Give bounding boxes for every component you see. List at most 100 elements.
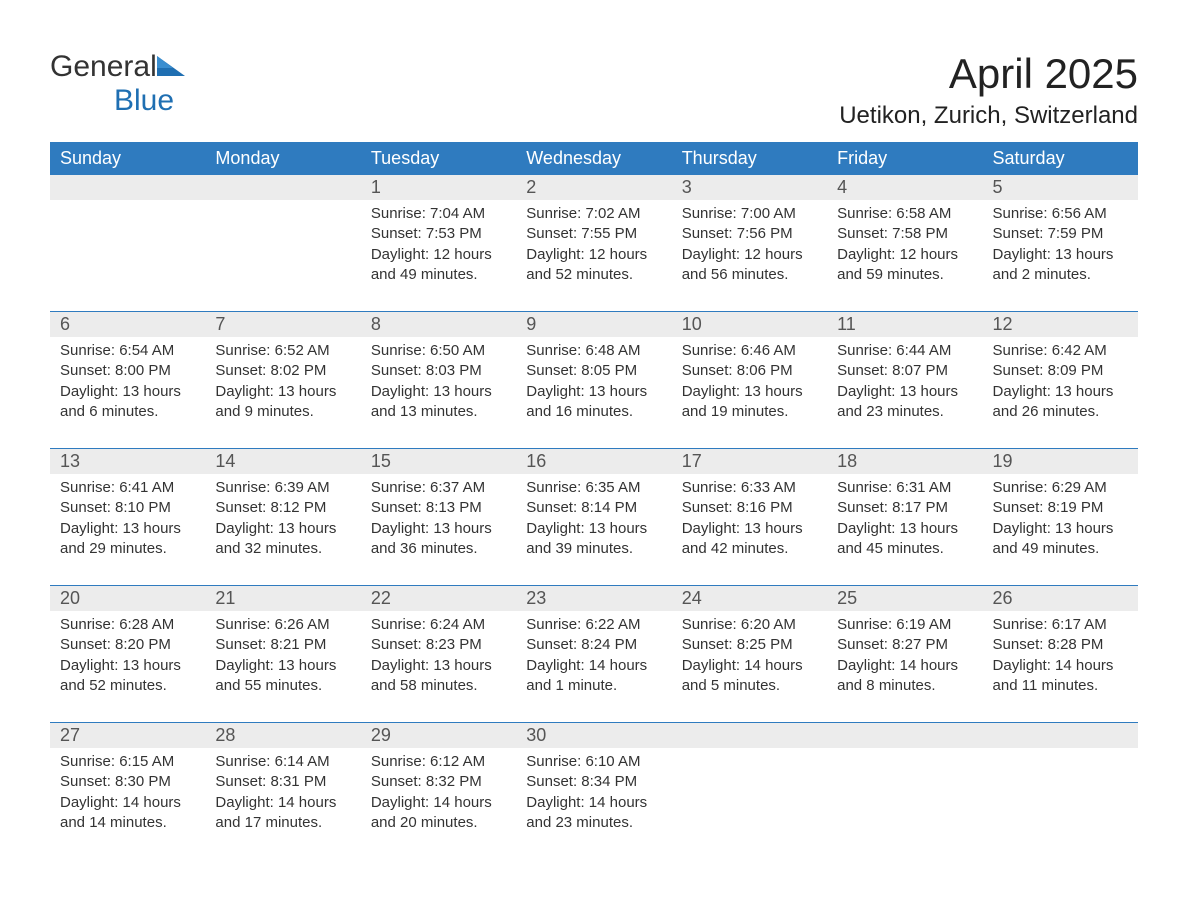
daylight-line1: Daylight: 14 hours: [682, 656, 817, 676]
sunrise-text: Sunrise: 6:46 AM: [682, 341, 817, 361]
sunrise-text: Sunrise: 6:14 AM: [215, 752, 350, 772]
day-number: 7: [205, 312, 360, 337]
sunrise-text: Sunrise: 6:58 AM: [837, 204, 972, 224]
daylight-line1: Daylight: 12 hours: [526, 245, 661, 265]
sunrise-text: Sunrise: 6:20 AM: [682, 615, 817, 635]
day-number: [205, 175, 360, 200]
sunset-text: Sunset: 8:27 PM: [837, 635, 972, 655]
daylight-line1: Daylight: 14 hours: [60, 793, 195, 813]
daylight-line1: Daylight: 14 hours: [215, 793, 350, 813]
day-detail-cell: Sunrise: 6:10 AMSunset: 8:34 PMDaylight:…: [516, 748, 671, 843]
sunrise-text: Sunrise: 6:17 AM: [993, 615, 1128, 635]
daylight-line2: and 55 minutes.: [215, 676, 350, 696]
daylight-line2: and 49 minutes.: [993, 539, 1128, 559]
day-detail-cell: Sunrise: 6:14 AMSunset: 8:31 PMDaylight:…: [205, 748, 360, 843]
sunrise-text: Sunrise: 6:12 AM: [371, 752, 506, 772]
sunset-text: Sunset: 8:07 PM: [837, 361, 972, 381]
day-number: 11: [827, 312, 982, 337]
sunset-text: Sunset: 8:03 PM: [371, 361, 506, 381]
daylight-line2: and 56 minutes.: [682, 265, 817, 285]
dow-saturday: Saturday: [983, 142, 1138, 175]
sunset-text: Sunset: 8:20 PM: [60, 635, 195, 655]
day-number: 23: [516, 586, 671, 611]
day-number: 15: [361, 449, 516, 474]
sunset-text: Sunset: 8:05 PM: [526, 361, 661, 381]
logo: General Blue: [50, 50, 185, 118]
sunrise-text: Sunrise: 6:19 AM: [837, 615, 972, 635]
daylight-line1: Daylight: 13 hours: [60, 519, 195, 539]
sunrise-text: Sunrise: 6:44 AM: [837, 341, 972, 361]
sunset-text: Sunset: 7:59 PM: [993, 224, 1128, 244]
daylight-line2: and 14 minutes.: [60, 813, 195, 833]
day-number: 27: [50, 723, 205, 748]
sunset-text: Sunset: 7:56 PM: [682, 224, 817, 244]
day-number: [50, 175, 205, 200]
daylight-line2: and 52 minutes.: [60, 676, 195, 696]
sunset-text: Sunset: 8:06 PM: [682, 361, 817, 381]
day-detail-cell: Sunrise: 6:44 AMSunset: 8:07 PMDaylight:…: [827, 337, 982, 449]
day-detail-cell: Sunrise: 6:50 AMSunset: 8:03 PMDaylight:…: [361, 337, 516, 449]
day-number: 8: [361, 312, 516, 337]
daylight-line2: and 9 minutes.: [215, 402, 350, 422]
dow-thursday: Thursday: [672, 142, 827, 175]
day-detail-cell: Sunrise: 6:52 AMSunset: 8:02 PMDaylight:…: [205, 337, 360, 449]
day-number: 18: [827, 449, 982, 474]
dow-sunday: Sunday: [50, 142, 205, 175]
daylight-line1: Daylight: 13 hours: [682, 519, 817, 539]
daylight-line1: Daylight: 13 hours: [837, 382, 972, 402]
daylight-line1: Daylight: 12 hours: [837, 245, 972, 265]
sunset-text: Sunset: 8:24 PM: [526, 635, 661, 655]
day-detail-cell: Sunrise: 7:04 AMSunset: 7:53 PMDaylight:…: [361, 200, 516, 312]
day-detail-cell: Sunrise: 7:02 AMSunset: 7:55 PMDaylight:…: [516, 200, 671, 312]
day-number: 25: [827, 586, 982, 611]
sunset-text: Sunset: 7:58 PM: [837, 224, 972, 244]
day-detail-cell: [50, 200, 205, 312]
day-detail-cell: Sunrise: 6:26 AMSunset: 8:21 PMDaylight:…: [205, 611, 360, 723]
sunset-text: Sunset: 8:21 PM: [215, 635, 350, 655]
logo-word1: General: [50, 50, 157, 83]
daylight-line2: and 26 minutes.: [993, 402, 1128, 422]
daylight-line2: and 11 minutes.: [993, 676, 1128, 696]
day-number: [672, 723, 827, 748]
day-detail-row: Sunrise: 6:41 AMSunset: 8:10 PMDaylight:…: [50, 474, 1138, 586]
sunrise-text: Sunrise: 6:33 AM: [682, 478, 817, 498]
day-detail-cell: Sunrise: 6:58 AMSunset: 7:58 PMDaylight:…: [827, 200, 982, 312]
day-detail-cell: [983, 748, 1138, 843]
day-number-row: 12345: [50, 175, 1138, 200]
sunset-text: Sunset: 8:28 PM: [993, 635, 1128, 655]
day-detail-cell: Sunrise: 6:12 AMSunset: 8:32 PMDaylight:…: [361, 748, 516, 843]
day-detail-cell: Sunrise: 6:46 AMSunset: 8:06 PMDaylight:…: [672, 337, 827, 449]
sunrise-text: Sunrise: 6:48 AM: [526, 341, 661, 361]
daylight-line1: Daylight: 13 hours: [215, 656, 350, 676]
sunrise-text: Sunrise: 7:00 AM: [682, 204, 817, 224]
sunrise-text: Sunrise: 7:04 AM: [371, 204, 506, 224]
daylight-line2: and 16 minutes.: [526, 402, 661, 422]
daylight-line2: and 59 minutes.: [837, 265, 972, 285]
day-detail-cell: Sunrise: 6:17 AMSunset: 8:28 PMDaylight:…: [983, 611, 1138, 723]
daylight-line2: and 23 minutes.: [526, 813, 661, 833]
sunset-text: Sunset: 8:23 PM: [371, 635, 506, 655]
location: Uetikon, Zurich, Switzerland: [839, 102, 1138, 130]
sunrise-text: Sunrise: 6:35 AM: [526, 478, 661, 498]
sunrise-text: Sunrise: 6:50 AM: [371, 341, 506, 361]
daylight-line2: and 45 minutes.: [837, 539, 972, 559]
day-detail-cell: Sunrise: 6:56 AMSunset: 7:59 PMDaylight:…: [983, 200, 1138, 312]
daylight-line1: Daylight: 13 hours: [526, 519, 661, 539]
daylight-line1: Daylight: 13 hours: [993, 519, 1128, 539]
daylight-line1: Daylight: 13 hours: [526, 382, 661, 402]
day-number: 24: [672, 586, 827, 611]
daylight-line1: Daylight: 13 hours: [371, 519, 506, 539]
daylight-line1: Daylight: 13 hours: [215, 382, 350, 402]
day-detail-cell: Sunrise: 6:48 AMSunset: 8:05 PMDaylight:…: [516, 337, 671, 449]
daylight-line1: Daylight: 13 hours: [993, 245, 1128, 265]
sunrise-text: Sunrise: 7:02 AM: [526, 204, 661, 224]
dow-monday: Monday: [205, 142, 360, 175]
title-block: April 2025 Uetikon, Zurich, Switzerland: [839, 50, 1138, 130]
day-detail-cell: Sunrise: 6:54 AMSunset: 8:00 PMDaylight:…: [50, 337, 205, 449]
daylight-line2: and 13 minutes.: [371, 402, 506, 422]
daylight-line2: and 39 minutes.: [526, 539, 661, 559]
day-detail-cell: Sunrise: 6:42 AMSunset: 8:09 PMDaylight:…: [983, 337, 1138, 449]
day-number: 5: [983, 175, 1138, 200]
daylight-line2: and 6 minutes.: [60, 402, 195, 422]
sunset-text: Sunset: 8:10 PM: [60, 498, 195, 518]
